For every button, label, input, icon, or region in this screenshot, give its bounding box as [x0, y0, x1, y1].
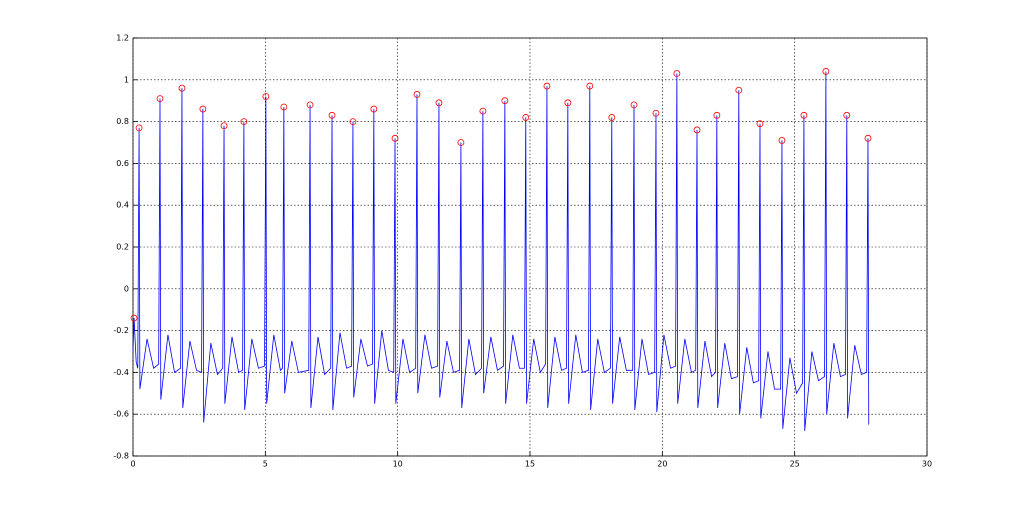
- peak-marker: [543, 82, 551, 90]
- peak-marker: [457, 139, 465, 146]
- y-tick-label: 0.4: [116, 201, 129, 210]
- x-tick-label: 30: [922, 460, 932, 469]
- peak-marker: [756, 120, 764, 128]
- y-tick-label: -0.4: [113, 368, 129, 377]
- peak-marker: [778, 137, 786, 144]
- x-tick-label: 15: [525, 460, 535, 469]
- peak-marker: [280, 103, 288, 111]
- peak-marker: [608, 114, 616, 121]
- peak-marker: [349, 118, 357, 125]
- x-tick-label: 10: [393, 460, 403, 469]
- peak-marker: [800, 111, 808, 119]
- peak-marker: [306, 101, 314, 109]
- peak-marker: [413, 91, 421, 98]
- peak-marker: [864, 134, 872, 142]
- y-tick-label: -0.8: [113, 452, 129, 461]
- peak-marker: [199, 105, 207, 113]
- peak-marker: [135, 124, 143, 132]
- peak-marker: [843, 111, 851, 119]
- peak-marker: [522, 114, 530, 121]
- peak-marker: [564, 99, 572, 107]
- peak-marker: [735, 86, 743, 94]
- x-tick-label: 5: [263, 460, 268, 469]
- x-tick-label: 20: [657, 460, 667, 469]
- peak-marker: [630, 101, 638, 109]
- peak-marker: [156, 95, 164, 103]
- peak-marker: [586, 82, 594, 90]
- signal-line: [132, 71, 870, 431]
- peak-marker: [479, 107, 487, 115]
- peak-marker: [501, 97, 509, 105]
- x-tick-label: 0: [130, 460, 135, 469]
- peak-marker: [673, 70, 681, 77]
- y-tick-label: 1.2: [116, 34, 129, 43]
- y-tick-label: 0: [124, 284, 129, 293]
- y-tick-label: -0.2: [113, 326, 129, 335]
- y-tick-label: 0.8: [116, 117, 129, 126]
- y-tick-label: -0.6: [113, 410, 129, 419]
- peak-marker: [822, 68, 830, 75]
- axes-box: [132, 37, 928, 457]
- peak-marker: [220, 122, 228, 130]
- x-tick-label: 25: [790, 460, 800, 469]
- peak-marker: [328, 111, 336, 119]
- y-tick-label: 1: [124, 75, 129, 84]
- y-tick-label: 0.6: [116, 159, 129, 168]
- peak-marker: [178, 84, 186, 92]
- y-tick-label: 0.2: [116, 243, 129, 252]
- peak-marker: [435, 99, 443, 107]
- peak-marker: [693, 126, 701, 134]
- peak-marker: [391, 134, 399, 142]
- peak-marker: [262, 93, 270, 100]
- peak-marker: [130, 314, 138, 322]
- peak-marker: [713, 111, 721, 119]
- peak-marker: [652, 109, 660, 117]
- peak-marker: [240, 118, 248, 125]
- peak-marker: [370, 105, 378, 113]
